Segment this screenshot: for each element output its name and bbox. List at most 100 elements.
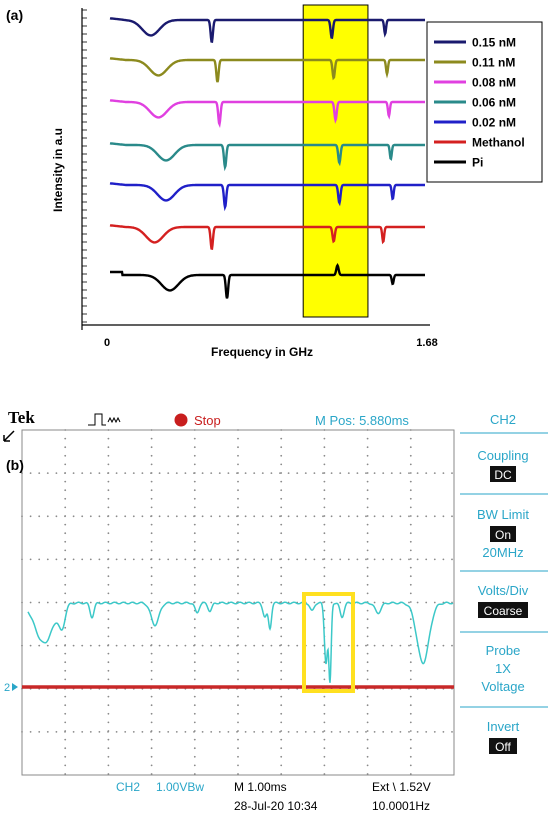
grid-dot: [280, 549, 283, 552]
grid-dot: [409, 446, 412, 449]
grid-dot: [409, 489, 412, 492]
grid-dot: [433, 515, 436, 518]
grid-dot: [38, 558, 41, 561]
trigger-arrow-icon: [3, 430, 15, 442]
grid-dot: [193, 626, 196, 629]
grid-dot: [193, 558, 195, 561]
channel-marker-arrow: [12, 683, 18, 691]
scope-trace: [27, 601, 454, 683]
grid-dot: [280, 618, 283, 621]
grid-dot: [46, 515, 49, 518]
grid-dot: [227, 472, 230, 474]
grid-dot: [150, 609, 153, 612]
grid-dot: [89, 472, 92, 474]
series-line-4: [109, 182, 425, 212]
grid-dot: [261, 601, 264, 604]
grid-dot: [236, 558, 238, 561]
grid-dot: [29, 601, 32, 604]
grid-dot: [280, 506, 283, 509]
grid-dot: [167, 644, 170, 647]
grid-dot: [382, 472, 385, 474]
grid-dot: [64, 661, 67, 664]
grid-dot: [55, 515, 58, 518]
grid-dot: [227, 515, 230, 518]
grid-dot: [280, 669, 283, 672]
grid-dot: [373, 601, 376, 604]
legend: 0.15 nM 0.11 nM 0.08 nM 0.06 nM 0.02 nM Metha…: [434, 36, 525, 170]
grid-dot: [237, 540, 239, 543]
y-axis-ticks: [82, 9, 87, 323]
grid-dot: [167, 558, 170, 561]
side-menu-background: [458, 400, 550, 784]
grid-dot: [296, 731, 299, 733]
grid-dot: [64, 523, 67, 526]
grid-dot: [280, 454, 283, 457]
grid-dot: [107, 463, 110, 466]
grid-dot: [296, 644, 299, 647]
grid-dot: [72, 515, 75, 518]
grid-dot: [107, 506, 110, 509]
grid-dot: [150, 755, 153, 758]
grid-dot: [280, 704, 283, 707]
side-menu-volts-div[interactable]: Volts/Div Coarse: [478, 583, 529, 618]
grid-dot: [366, 515, 369, 517]
grid-dot: [280, 712, 283, 715]
grid-dot: [107, 437, 110, 440]
grid-dot: [280, 755, 283, 758]
grid-dot: [366, 609, 369, 612]
grid-dot: [64, 463, 67, 466]
grid-dot: [193, 678, 196, 681]
grid-dot: [237, 773, 239, 775]
scope-brand: Tek: [8, 408, 35, 427]
grid-dot: [64, 609, 67, 612]
grid-dot: [193, 454, 196, 457]
grid-dot: [442, 472, 445, 474]
side-menu-coupling[interactable]: Coupling DC: [477, 448, 529, 482]
side-menu-invert[interactable]: Invert Off: [487, 719, 520, 754]
grid-dot: [237, 747, 239, 750]
legend-label: Pi: [472, 156, 483, 170]
grid-dot: [366, 644, 369, 646]
grid-dot: [218, 472, 221, 474]
panel-b: Tek Stop M Pos: 5.880ms (b) 2 CH2 1.00VB…: [0, 400, 550, 822]
grid-dot: [323, 755, 326, 758]
grid-dot: [408, 731, 410, 733]
grid-dot: [64, 549, 67, 552]
grid-dot: [64, 721, 67, 724]
grid-dot: [193, 618, 196, 621]
grid-dot: [382, 644, 385, 647]
bw-limit-value: On: [495, 528, 511, 542]
grid-dot: [132, 472, 135, 474]
grid-dot: [425, 731, 428, 733]
grid-dot: [399, 515, 402, 518]
grid-dot: [64, 678, 67, 681]
grid-dot: [55, 558, 58, 561]
grid-dot: [425, 644, 428, 647]
grid-dot: [409, 566, 412, 569]
grid-dot: [409, 618, 412, 621]
side-menu-bw-limit[interactable]: BW Limit On 20MHz: [477, 507, 529, 560]
grid-dot: [253, 644, 256, 647]
grid-dot: [64, 601, 66, 604]
grid-dot: [323, 747, 326, 750]
grid-dot: [72, 558, 75, 561]
grid-dot: [323, 712, 326, 715]
grid-dot: [399, 644, 402, 647]
grid-dot: [409, 515, 412, 517]
grid-dot: [347, 515, 350, 518]
grid-dot: [323, 773, 326, 775]
grid-dot: [64, 497, 67, 500]
grid-dot: [366, 755, 369, 758]
grid-dot: [107, 532, 110, 535]
legend-label: 0.15 nM: [472, 36, 516, 50]
series-line-3: [109, 142, 425, 172]
side-menu-probe[interactable]: Probe 1X Voltage: [481, 643, 524, 694]
grid-dot: [107, 721, 110, 724]
grid-dot: [64, 747, 67, 750]
grid-dot: [64, 644, 66, 647]
grid-dot: [237, 661, 239, 664]
grid-dot: [237, 506, 239, 509]
grid-dot: [218, 644, 221, 647]
grid-dot: [287, 731, 290, 733]
bw-limit-label: BW Limit: [477, 507, 529, 522]
